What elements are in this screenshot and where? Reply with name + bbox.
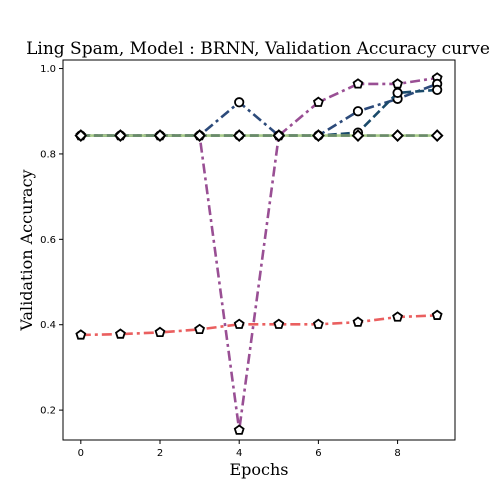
data-point — [193, 129, 206, 142]
data-point — [432, 84, 443, 95]
series-3 — [75, 84, 443, 141]
series-line — [80, 82, 438, 137]
x-tick-label: 8 — [394, 448, 400, 459]
data-point — [392, 78, 404, 89]
series-5 — [74, 129, 444, 142]
data-point — [273, 318, 285, 329]
data-point — [232, 129, 246, 142]
data-point — [154, 326, 166, 338]
data-point — [312, 318, 324, 329]
data-point — [431, 309, 443, 320]
y-tick-label: 0.8 — [40, 149, 56, 160]
data-point — [430, 129, 444, 142]
x-tick-label: 0 — [78, 448, 84, 459]
data-point — [114, 328, 126, 339]
data-point — [392, 311, 404, 322]
data-point — [312, 129, 325, 142]
series-line — [80, 88, 438, 137]
data-point — [391, 129, 404, 142]
data-point — [233, 318, 245, 329]
y-tick-label: 0.4 — [40, 320, 56, 331]
data-point — [392, 87, 403, 98]
data-point — [233, 424, 245, 435]
x-tick-label: 2 — [157, 448, 163, 459]
data-point — [75, 329, 87, 340]
data-point — [272, 129, 286, 142]
x-axis-ticks: 0 2 4 6 8 — [78, 440, 401, 459]
data-point — [352, 106, 364, 117]
y-axis-label: Validation Accuracy — [17, 169, 36, 331]
data-point — [352, 316, 364, 327]
data-point — [352, 78, 364, 89]
x-axis-label: Epochs — [229, 460, 288, 479]
y-axis-ticks: 0.2 0.4 0.6 0.8 1.0 — [40, 64, 63, 417]
y-tick-label: 0.2 — [40, 406, 56, 417]
data-point — [312, 96, 324, 107]
data-point — [114, 129, 127, 142]
series-line — [80, 76, 438, 432]
x-tick-label: 6 — [315, 448, 321, 459]
y-tick-label: 0.6 — [40, 235, 56, 246]
x-tick-label: 4 — [236, 448, 242, 459]
series-layer — [74, 72, 444, 435]
axes-frame — [62, 59, 456, 441]
data-point — [153, 129, 167, 142]
data-point — [351, 129, 365, 142]
data-point — [74, 129, 88, 142]
chart-title: Ling Spam, Model : BRNN, Validation Accu… — [26, 39, 490, 59]
series-0 — [75, 309, 443, 340]
data-point — [194, 323, 206, 335]
y-tick-label: 1.0 — [40, 64, 56, 75]
series-1 — [75, 72, 443, 435]
data-point — [234, 97, 245, 108]
series-line — [80, 314, 438, 337]
series-2 — [75, 78, 443, 141]
